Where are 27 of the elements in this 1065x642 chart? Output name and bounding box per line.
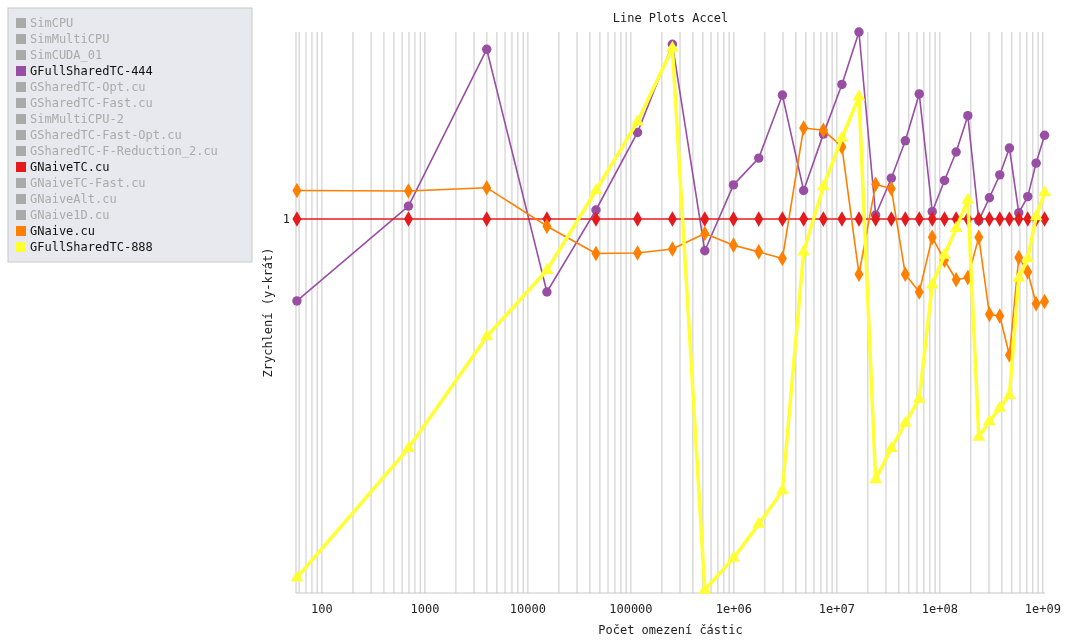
legend-label: GSharedTC-Fast-Opt.cu bbox=[30, 128, 182, 142]
legend-label: GSharedTC-Opt.cu bbox=[30, 80, 146, 94]
legend-label: GNaiveAlt.cu bbox=[30, 192, 117, 206]
x-tick-label: 1e+07 bbox=[818, 602, 855, 616]
legend-label: SimMultiCPU bbox=[30, 32, 110, 46]
legend-label: GFullSharedTC-888 bbox=[30, 240, 153, 254]
x-tick-label: 1e+09 bbox=[1024, 602, 1061, 616]
y-axis-title: Zrychlení (y-krát) bbox=[261, 247, 275, 378]
legend-label: SimMultiCPU-2 bbox=[30, 112, 124, 126]
x-tick-label: 1e+06 bbox=[715, 602, 752, 616]
chart-title: Line Plots Accel bbox=[612, 11, 729, 25]
legend-label: SimCPU bbox=[30, 16, 74, 30]
legend-label: GNaiveTC-Fast.cu bbox=[30, 176, 146, 190]
x-tick-label: 1e+08 bbox=[921, 602, 958, 616]
x-tick-label: 100 bbox=[311, 602, 333, 616]
x-tick-label: 100000 bbox=[609, 602, 653, 616]
legend-label: GNaive.cu bbox=[30, 224, 96, 238]
legend-label: GSharedTC-F-Reduction_2.cu bbox=[30, 144, 218, 158]
legend-label: GNaive1D.cu bbox=[30, 208, 110, 222]
x-axis-title: Počet omezení částic bbox=[598, 623, 743, 637]
legend-label: SimCUDA_01 bbox=[30, 48, 103, 62]
x-tick-label: 10000 bbox=[509, 602, 546, 616]
text: 1 bbox=[282, 211, 290, 226]
legend-label: GNaiveTC.cu bbox=[30, 160, 110, 174]
x-tick-label: 1000 bbox=[410, 602, 440, 616]
legend-label: GSharedTC-Fast.cu bbox=[30, 96, 153, 110]
legend-label: GFullSharedTC-444 bbox=[30, 64, 153, 78]
